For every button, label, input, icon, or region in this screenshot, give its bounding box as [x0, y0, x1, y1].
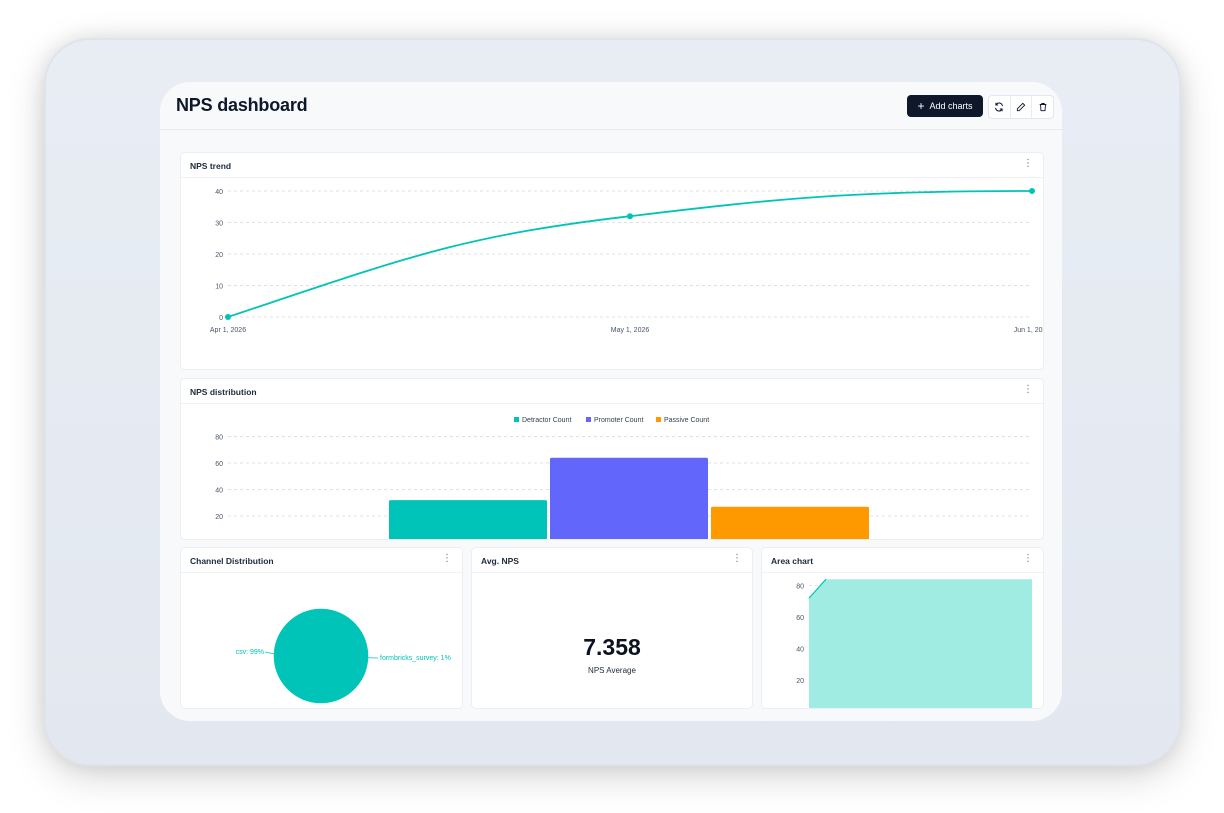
add-charts-button[interactable]: + Add charts: [907, 95, 983, 117]
legend-swatch: [656, 417, 661, 422]
more-vertical-icon[interactable]: ⋮: [442, 553, 452, 564]
avg-nps-value: 7.358: [583, 634, 641, 660]
card-header: Channel Distribution ⋮: [181, 548, 462, 573]
dashboard-header: NPS dashboard + Add charts: [160, 82, 1062, 130]
pie-label: formbricks_survey: 1%: [380, 655, 451, 662]
bar[interactable]: [389, 500, 547, 539]
area-chart-card: Area chart ⋮ 20 40 60 80: [761, 547, 1044, 709]
label-leader: [335, 656, 379, 659]
card-header: Area chart ⋮: [762, 548, 1043, 573]
bar[interactable]: [550, 457, 708, 539]
legend-label[interactable]: Detractor Count: [522, 417, 571, 424]
data-point[interactable]: [1029, 188, 1035, 194]
pie-slice[interactable]: [319, 608, 324, 657]
refresh-button[interactable]: [989, 96, 1011, 118]
bar[interactable]: [711, 506, 869, 539]
y-tick-label: 0: [219, 315, 223, 322]
card-header: NPS trend ⋮: [181, 153, 1043, 178]
legend-swatch: [514, 417, 519, 422]
y-tick-label: 80: [796, 584, 804, 591]
card-title: NPS trend: [190, 161, 232, 171]
y-tick-label: 20: [215, 252, 223, 259]
x-tick-label: May 1, 2026: [611, 327, 650, 334]
card-title: NPS distribution: [190, 387, 257, 397]
card-header: NPS distribution ⋮: [181, 379, 1043, 404]
y-tick-label: 60: [215, 461, 223, 468]
y-tick-label: 20: [215, 514, 223, 521]
y-tick-label: 30: [215, 221, 223, 228]
avg-nps-caption: NPS Average: [588, 666, 636, 675]
edit-button[interactable]: [1011, 96, 1033, 118]
nps-trend-card: NPS trend ⋮ 0 10 20 30 40 Apr 1, 2026 May 1, 2…: [180, 152, 1044, 370]
plus-icon: +: [917, 99, 925, 113]
more-vertical-icon[interactable]: ⋮: [1023, 384, 1033, 395]
card-header: Avg. NPS ⋮: [472, 548, 752, 573]
legend-label[interactable]: Passive Count: [664, 417, 709, 424]
channel-pie-chart: csv: 99% formbricks_survey: 1%: [236, 608, 451, 704]
x-tick-label: Jun 1, 2026: [1014, 327, 1043, 334]
dashboard-actions: [988, 95, 1054, 119]
delete-button[interactable]: [1032, 96, 1053, 118]
area-chart: 20 40 60 80: [796, 578, 1032, 708]
y-tick-label: 80: [215, 435, 223, 442]
nps-distribution-chart: 20 40 60 80 Detractor Count Promoter Count Pas…: [215, 417, 1032, 539]
dashboard-screen: NPS dashboard + Add charts: [160, 82, 1062, 721]
card-title: Area chart: [771, 556, 814, 566]
add-charts-label: Add charts: [929, 101, 973, 111]
x-tick-label: Apr 1, 2026: [210, 327, 246, 334]
y-tick-label: 40: [796, 647, 804, 654]
data-point[interactable]: [627, 213, 633, 220]
legend-swatch: [586, 417, 591, 422]
y-tick-label: 20: [796, 678, 804, 685]
avg-nps-card: Avg. NPS ⋮ 7.358 NPS Average: [471, 547, 753, 709]
page-title: NPS dashboard: [176, 95, 308, 115]
y-tick-label: 40: [215, 488, 223, 495]
legend-label[interactable]: Promoter Count: [594, 417, 643, 424]
nps-distribution-card: NPS distribution ⋮ 20 40 60 80 Detractor Cou…: [180, 378, 1044, 540]
y-tick-label: 10: [215, 284, 223, 291]
more-vertical-icon[interactable]: ⋮: [732, 553, 742, 564]
label-leader: [264, 651, 276, 655]
pie-label: csv: 99%: [236, 649, 264, 656]
y-tick-label: 40: [215, 189, 223, 196]
data-point[interactable]: [225, 314, 231, 320]
card-title: Avg. NPS: [481, 556, 519, 566]
channel-distribution-card: Channel Distribution ⋮ csv: 99% formbrick…: [180, 547, 463, 709]
trash-icon: [1039, 103, 1047, 112]
refresh-icon: [995, 102, 1004, 112]
y-tick-label: 60: [796, 615, 804, 622]
area-fill: [809, 579, 1032, 708]
nps-trend-chart: 0 10 20 30 40 Apr 1, 2026 May 1, 2026 Jun 1, 20…: [210, 188, 1043, 334]
area-line: [808, 578, 827, 599]
more-vertical-icon[interactable]: ⋮: [1023, 553, 1033, 564]
pencil-icon: [1016, 102, 1026, 112]
card-title: Channel Distribution: [190, 556, 274, 566]
more-vertical-icon[interactable]: ⋮: [1023, 158, 1033, 169]
